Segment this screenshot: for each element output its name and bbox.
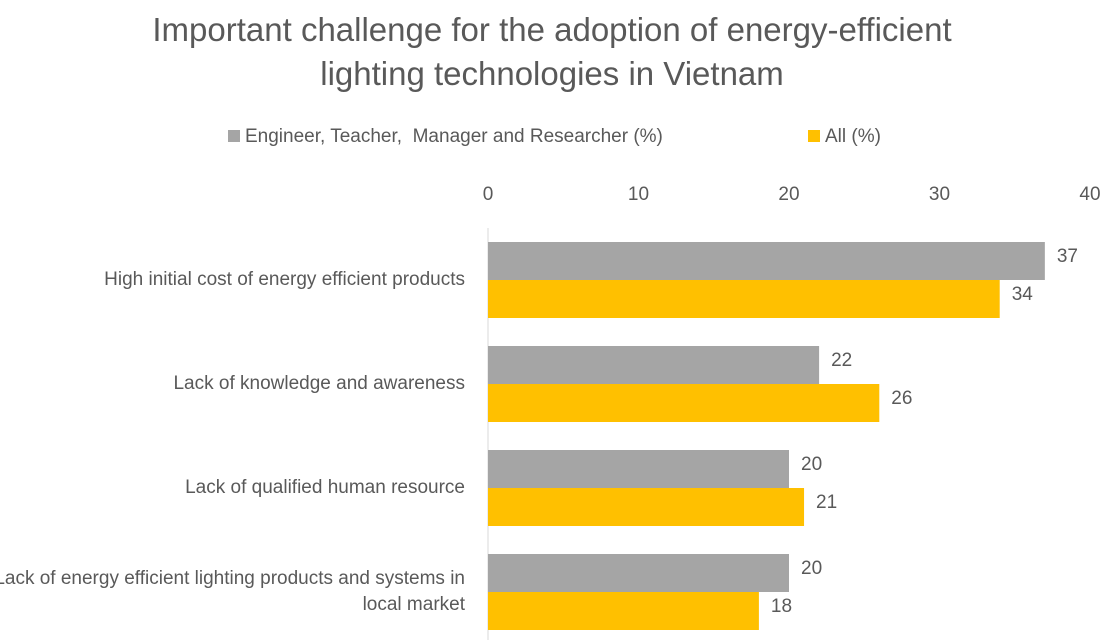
x-tick-label: 40 [1079,184,1100,205]
data-label: 37 [1057,246,1078,267]
bar [488,384,880,422]
x-tick-label: 10 [628,184,649,205]
data-label: 21 [816,492,837,513]
legend-swatch [228,130,240,142]
bar [488,346,820,384]
data-label: 26 [891,388,912,409]
legend-label: All (%) [825,126,881,147]
legend-item: All (%) [808,126,881,148]
legend-label: Engineer, Teacher, Manager and Researche… [245,126,663,147]
bar [488,242,1045,280]
bar [488,450,789,488]
x-tick-label: 0 [483,184,494,205]
y-tick-label: High initial cost of energy efficient pr… [104,269,465,290]
data-label: 34 [1012,284,1034,305]
legend-swatch [808,130,820,142]
bar [488,280,1000,318]
y-tick-label: Lack of qualified human resource [185,477,465,498]
data-label: 20 [801,558,822,579]
data-label: 18 [771,596,792,617]
legend-item: Engineer, Teacher, Manager and Researche… [228,126,663,148]
x-tick-label: 20 [778,184,799,205]
y-tick-label: Lack of knowledge and awareness [173,373,465,394]
x-tick-label: 30 [929,184,950,205]
bar [488,554,789,592]
chart-title: Important challenge for the adoption of … [152,11,952,92]
data-label: 22 [831,350,852,371]
y-tick-label: Lack of energy efficient lighting produc… [0,568,465,615]
data-label: 20 [801,454,822,475]
bar [488,488,805,526]
bar [488,592,759,630]
